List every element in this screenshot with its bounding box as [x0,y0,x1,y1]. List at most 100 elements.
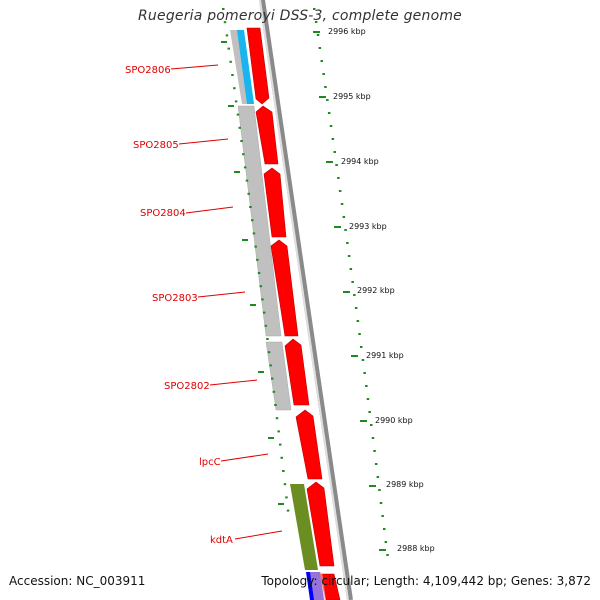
kbp-label: 2988 kbp [397,544,435,553]
kbp-label: 2990 kbp [375,416,413,425]
minor-tick [320,60,323,62]
minor-tick [333,151,336,153]
cds-arrow [255,105,279,165]
cds-arrow [246,27,270,105]
label-leaders [170,64,283,540]
kbp-label: 2989 kbp [386,480,424,489]
minor-tick [363,372,366,374]
kbp-label: 2993 kbp [349,222,387,231]
minor-tick [366,398,370,400]
minor-tick [361,359,365,361]
minor-tick [227,47,230,50]
minor-tick [280,456,283,459]
minor-tick [326,99,329,101]
minor-tick [324,86,327,88]
cds-arrow [295,409,323,480]
minor-tick [316,34,320,36]
green-feature [290,484,318,570]
minor-tick [261,298,264,301]
minor-tick [269,364,272,367]
minor-tick [358,333,361,335]
minor-tick [378,489,381,491]
minor-tick [365,385,368,387]
leader-line [234,530,283,540]
minor-tick [262,311,266,314]
leader-line [178,138,229,145]
cds-arrow [284,338,310,406]
minor-tick [313,8,316,10]
minor-tick [337,177,340,179]
minor-tick [349,268,353,270]
minor-tick [254,245,257,248]
minor-tick [379,502,383,504]
gene-track [230,30,324,600]
minor-tick [347,255,351,257]
minor-tick [242,153,245,156]
kbp-scale: 2996 kbp 2995 kbp 2994 kbp 2993 kbp 2992… [313,27,435,553]
cds-track [246,27,341,600]
minor-tick [368,411,371,413]
minor-tick [247,192,250,195]
minor-tick [346,242,349,244]
backbone-inner [259,0,349,600]
minor-tick [264,324,267,327]
cds-arrow [270,239,299,337]
minor-tick [351,281,354,283]
minor-tick [338,190,342,192]
minor-tick [231,74,234,76]
inner-ticks [221,41,284,505]
minor-tick [233,87,236,90]
minor-tick [229,60,232,63]
cds-arrow [263,167,287,238]
minor-tick [386,554,389,556]
kbp-label: 2995 kbp [333,92,371,101]
minor-tick [322,73,325,75]
minor-tick [277,430,280,433]
gene-bar [265,341,292,411]
map-title: Ruegeria pomeroyi DSS-3, complete genome [138,8,462,24]
minor-tick [243,166,247,169]
minor-tick [234,100,238,103]
minor-tick [256,258,259,261]
minor-tick [274,404,277,406]
minor-tick [225,34,229,37]
minor-tick [327,112,331,114]
gene-labels: SPO2806 SPO2805 SPO2804 SPO2803 SPO2802 … [125,65,233,546]
minor-tick [282,470,285,472]
minor-tick [251,219,254,222]
minor-tick [240,140,243,142]
minor-ticks [222,8,389,556]
gene-label: SPO2803 [152,293,198,304]
kbp-label: 2996 kbp [328,27,366,36]
gene-label: kdtA [210,535,233,546]
minor-tick [279,443,282,446]
minor-tick [356,320,360,322]
minor-tick [384,541,388,543]
minor-tick [370,424,373,426]
minor-tick [383,528,386,530]
minor-tick [331,138,335,140]
minor-tick [353,294,356,296]
minor-tick [329,125,333,127]
minor-tick [340,203,344,205]
cds-arrow [306,481,335,567]
minor-tick [272,390,276,393]
minor-tick [354,307,358,309]
minor-tick [344,229,347,231]
leader-line [185,206,234,214]
minor-tick [249,206,252,208]
minor-tick [257,272,261,274]
minor-tick [285,496,288,499]
minor-tick [275,417,279,420]
minor-tick [314,21,318,23]
gene-label: SPO2804 [140,208,186,219]
kbp-label: 2994 kbp [341,157,379,166]
kbp-label: 2991 kbp [366,351,404,360]
minor-tick [286,509,290,512]
minor-tick [271,377,274,380]
minor-tick [252,232,256,235]
minor-tick [381,515,384,517]
minor-tick [222,8,225,10]
backbone-outer [259,0,353,600]
